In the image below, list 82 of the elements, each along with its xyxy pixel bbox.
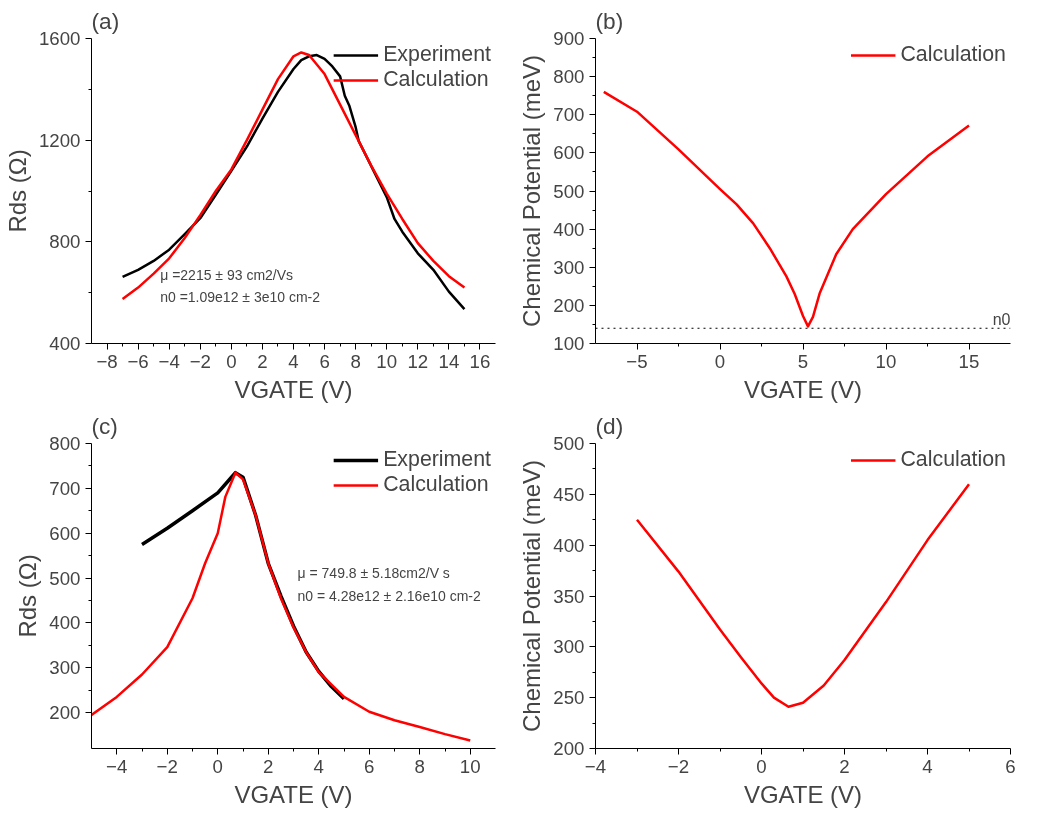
y-tick-label: 400	[49, 333, 81, 354]
x-tick-label: 8	[414, 755, 425, 777]
y-tick-label: 500	[553, 180, 585, 202]
y-tick-label: 700	[553, 104, 585, 126]
x-tick-label: 14	[438, 350, 460, 372]
y-tick-label: 100	[553, 333, 585, 354]
y-tick-label: 500	[553, 433, 585, 454]
y-tick-label: 700	[49, 477, 81, 499]
y-axis-title: Rds (Ω)	[14, 554, 42, 638]
legend-label: Calculation	[900, 42, 1006, 67]
y-tick-label: 800	[553, 66, 585, 88]
y-tick-label: 900	[553, 28, 585, 49]
x-tick-label: −5	[626, 350, 648, 372]
x-tick-label: 10	[459, 755, 481, 777]
x-tick-label: 4	[288, 350, 299, 372]
y-tick-label: 450	[553, 483, 585, 505]
x-axis-title: VGATE (V)	[234, 375, 353, 403]
x-tick-label: 8	[350, 350, 361, 372]
x-tick-label: −8	[96, 350, 118, 372]
chart-title: (c)	[91, 412, 118, 439]
y-tick-label: 400	[553, 534, 585, 556]
x-tick-label: 5	[797, 350, 809, 372]
x-tick-label: 0	[226, 350, 237, 372]
x-tick-label: 2	[263, 755, 274, 777]
chart-title: (a)	[91, 7, 120, 34]
x-axis-title: VGATE (V)	[234, 780, 353, 808]
y-tick-label: 500	[49, 567, 81, 589]
x-tick-label: 6	[319, 350, 330, 372]
x-tick-label: 0	[212, 755, 223, 777]
x-tick-label: −2	[189, 350, 211, 372]
y-axis-title: Chemical Potential (meV)	[518, 54, 546, 328]
legend-label: Experiment	[383, 447, 491, 472]
y-tick-label: 200	[553, 294, 585, 316]
annotation: n0 = 4.28e12 ± 2.16e10 cm-2	[297, 587, 481, 604]
x-tick-label: 12	[407, 350, 429, 372]
x-tick-label: −2	[667, 755, 690, 777]
y-tick-label: 250	[553, 687, 585, 709]
y-tick-label: 800	[49, 231, 81, 253]
y-tick-label: 350	[553, 585, 585, 607]
y-tick-label: 400	[553, 218, 585, 240]
x-tick-label: 0	[714, 350, 726, 372]
x-tick-label: −2	[156, 755, 178, 777]
y-axis-title: Rds (Ω)	[4, 149, 31, 233]
y-tick-label: 1600	[39, 28, 81, 49]
x-tick-label: 4	[313, 755, 324, 777]
chart-title: (d)	[595, 412, 624, 439]
x-axis-title: VGATE (V)	[743, 780, 863, 808]
legend-label: Calculation	[383, 67, 489, 92]
y-tick-label: 300	[553, 256, 585, 278]
x-tick-label: −4	[106, 755, 128, 777]
y-tick-label: 200	[553, 738, 585, 759]
x-tick-label: 10	[376, 350, 398, 372]
ref-line-label: n0	[992, 311, 1011, 329]
y-tick-label: 1200	[39, 129, 81, 151]
y-tick-label: 200	[49, 702, 81, 724]
x-tick-label: 0	[756, 755, 767, 777]
x-tick-label: 6	[364, 755, 375, 777]
x-tick-label: 2	[257, 350, 268, 372]
y-tick-label: 600	[49, 522, 81, 544]
y-axis-title: Chemical Potential (meV)	[518, 459, 546, 733]
y-tick-label: 300	[49, 657, 81, 679]
x-tick-label: −4	[158, 350, 180, 372]
legend-label: Experiment	[383, 42, 491, 67]
legend-label: Calculation	[900, 447, 1006, 472]
x-axis-title: VGATE (V)	[743, 375, 863, 403]
legend-label: Calculation	[383, 472, 489, 497]
annotation: n0 =1.09e12 ± 3e10 cm-2	[160, 289, 321, 306]
x-tick-label: 15	[958, 350, 980, 372]
x-tick-label: 6	[1005, 755, 1016, 777]
x-tick-label: 10	[875, 350, 897, 372]
chart-title: (b)	[595, 7, 624, 34]
annotation: μ = 749.8 ± 5.18cm2/V s	[297, 564, 450, 581]
x-tick-label: −4	[584, 755, 607, 777]
x-tick-label: 16	[469, 350, 491, 372]
x-tick-label: −6	[127, 350, 149, 372]
y-tick-label: 300	[553, 636, 585, 658]
x-tick-label: 4	[922, 755, 933, 777]
y-tick-label: 800	[49, 433, 81, 454]
x-tick-label: 2	[839, 755, 850, 777]
annotation: μ =2215 ± 93 cm2/Vs	[160, 266, 294, 283]
y-tick-label: 400	[49, 612, 81, 634]
y-tick-label: 600	[553, 142, 585, 164]
